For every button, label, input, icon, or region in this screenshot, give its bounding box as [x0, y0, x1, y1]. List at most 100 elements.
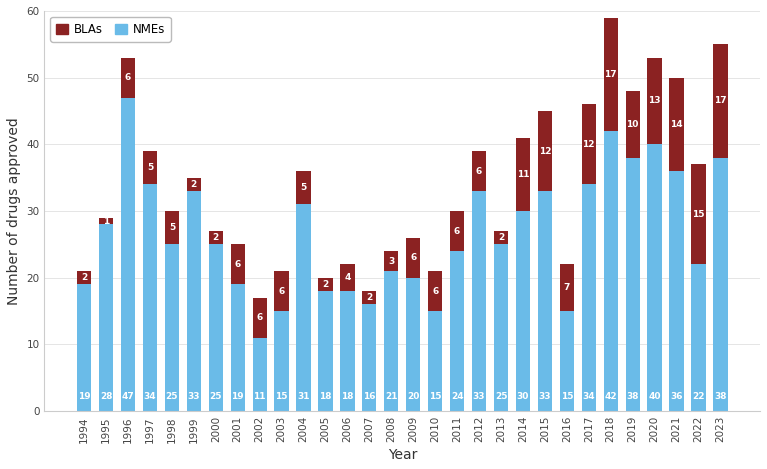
Text: 21: 21 — [385, 392, 397, 401]
Text: 6: 6 — [454, 227, 460, 235]
Bar — [209, 231, 223, 244]
Text: 6: 6 — [125, 73, 131, 82]
Text: 6: 6 — [235, 260, 241, 269]
Text: 30: 30 — [517, 392, 529, 401]
Bar — [362, 304, 377, 411]
Text: 15: 15 — [429, 392, 442, 401]
Bar — [406, 278, 420, 411]
Text: 6: 6 — [432, 287, 438, 295]
Bar — [165, 244, 179, 411]
Bar — [691, 265, 706, 411]
Bar — [341, 265, 354, 291]
Legend: BLAs, NMEs: BLAs, NMEs — [51, 17, 171, 42]
Bar — [318, 278, 333, 291]
Text: 1: 1 — [103, 217, 109, 226]
Bar — [143, 184, 157, 411]
Text: 42: 42 — [604, 392, 617, 401]
Text: 17: 17 — [714, 97, 726, 106]
Bar — [341, 291, 354, 411]
Bar — [296, 204, 311, 411]
Text: 10: 10 — [627, 120, 639, 129]
Bar — [538, 111, 552, 191]
Text: 3: 3 — [388, 257, 394, 265]
Text: 25: 25 — [209, 392, 222, 401]
Bar — [516, 211, 530, 411]
Text: 2: 2 — [498, 233, 504, 242]
Bar — [252, 338, 267, 411]
Bar — [143, 151, 157, 184]
Text: 17: 17 — [604, 70, 617, 79]
Bar — [691, 164, 706, 265]
Text: 19: 19 — [232, 392, 244, 401]
Bar — [647, 144, 662, 411]
Text: 31: 31 — [298, 392, 310, 401]
Bar — [494, 244, 508, 411]
Bar — [77, 284, 91, 411]
Bar — [581, 184, 596, 411]
Bar — [450, 251, 464, 411]
Bar — [406, 238, 420, 278]
X-axis label: Year: Year — [387, 448, 417, 462]
Bar — [647, 58, 662, 144]
Text: 25: 25 — [166, 392, 178, 401]
Bar — [252, 298, 267, 338]
Text: 2: 2 — [81, 273, 87, 282]
Text: 6: 6 — [256, 313, 263, 322]
Bar — [494, 231, 508, 244]
Text: 28: 28 — [100, 392, 112, 401]
Bar — [604, 18, 618, 131]
Text: 2: 2 — [366, 293, 373, 302]
Text: 5: 5 — [301, 183, 307, 192]
Bar — [538, 191, 552, 411]
Bar — [362, 291, 377, 304]
Text: 19: 19 — [77, 392, 91, 401]
Text: 6: 6 — [476, 166, 482, 175]
Bar — [516, 138, 530, 211]
Bar — [384, 271, 398, 411]
Text: 14: 14 — [670, 120, 683, 129]
Text: 6: 6 — [410, 253, 416, 262]
Text: 5: 5 — [169, 223, 175, 232]
Y-axis label: Number of drugs approved: Number of drugs approved — [7, 117, 21, 305]
Bar — [275, 311, 288, 411]
Text: 13: 13 — [648, 97, 661, 106]
Bar — [472, 151, 486, 191]
Bar — [670, 78, 683, 171]
Text: 2: 2 — [322, 280, 328, 289]
Text: 22: 22 — [692, 392, 705, 401]
Bar — [581, 104, 596, 184]
Bar — [670, 171, 683, 411]
Bar — [713, 158, 728, 411]
Bar — [275, 271, 288, 311]
Text: 33: 33 — [188, 392, 200, 401]
Bar — [77, 271, 91, 284]
Text: 16: 16 — [363, 392, 376, 401]
Text: 18: 18 — [319, 392, 332, 401]
Text: 11: 11 — [517, 170, 529, 179]
Bar — [186, 191, 201, 411]
Bar — [626, 91, 640, 158]
Bar — [472, 191, 486, 411]
Text: 12: 12 — [538, 146, 551, 156]
Text: 2: 2 — [191, 180, 197, 189]
Bar — [428, 311, 443, 411]
Text: 12: 12 — [582, 140, 595, 149]
Text: 33: 33 — [472, 392, 486, 401]
Text: 18: 18 — [341, 392, 354, 401]
Bar — [231, 244, 245, 284]
Text: 34: 34 — [582, 392, 595, 401]
Text: 36: 36 — [670, 392, 683, 401]
Bar — [231, 284, 245, 411]
Bar — [121, 58, 135, 98]
Text: 4: 4 — [344, 273, 351, 282]
Bar — [209, 244, 223, 411]
Text: 7: 7 — [564, 283, 570, 292]
Bar — [318, 291, 333, 411]
Text: 25: 25 — [495, 392, 507, 401]
Bar — [560, 265, 574, 311]
Bar — [186, 178, 201, 191]
Text: 2: 2 — [212, 233, 219, 242]
Bar — [296, 171, 311, 204]
Bar — [428, 271, 443, 311]
Text: 15: 15 — [692, 210, 705, 219]
